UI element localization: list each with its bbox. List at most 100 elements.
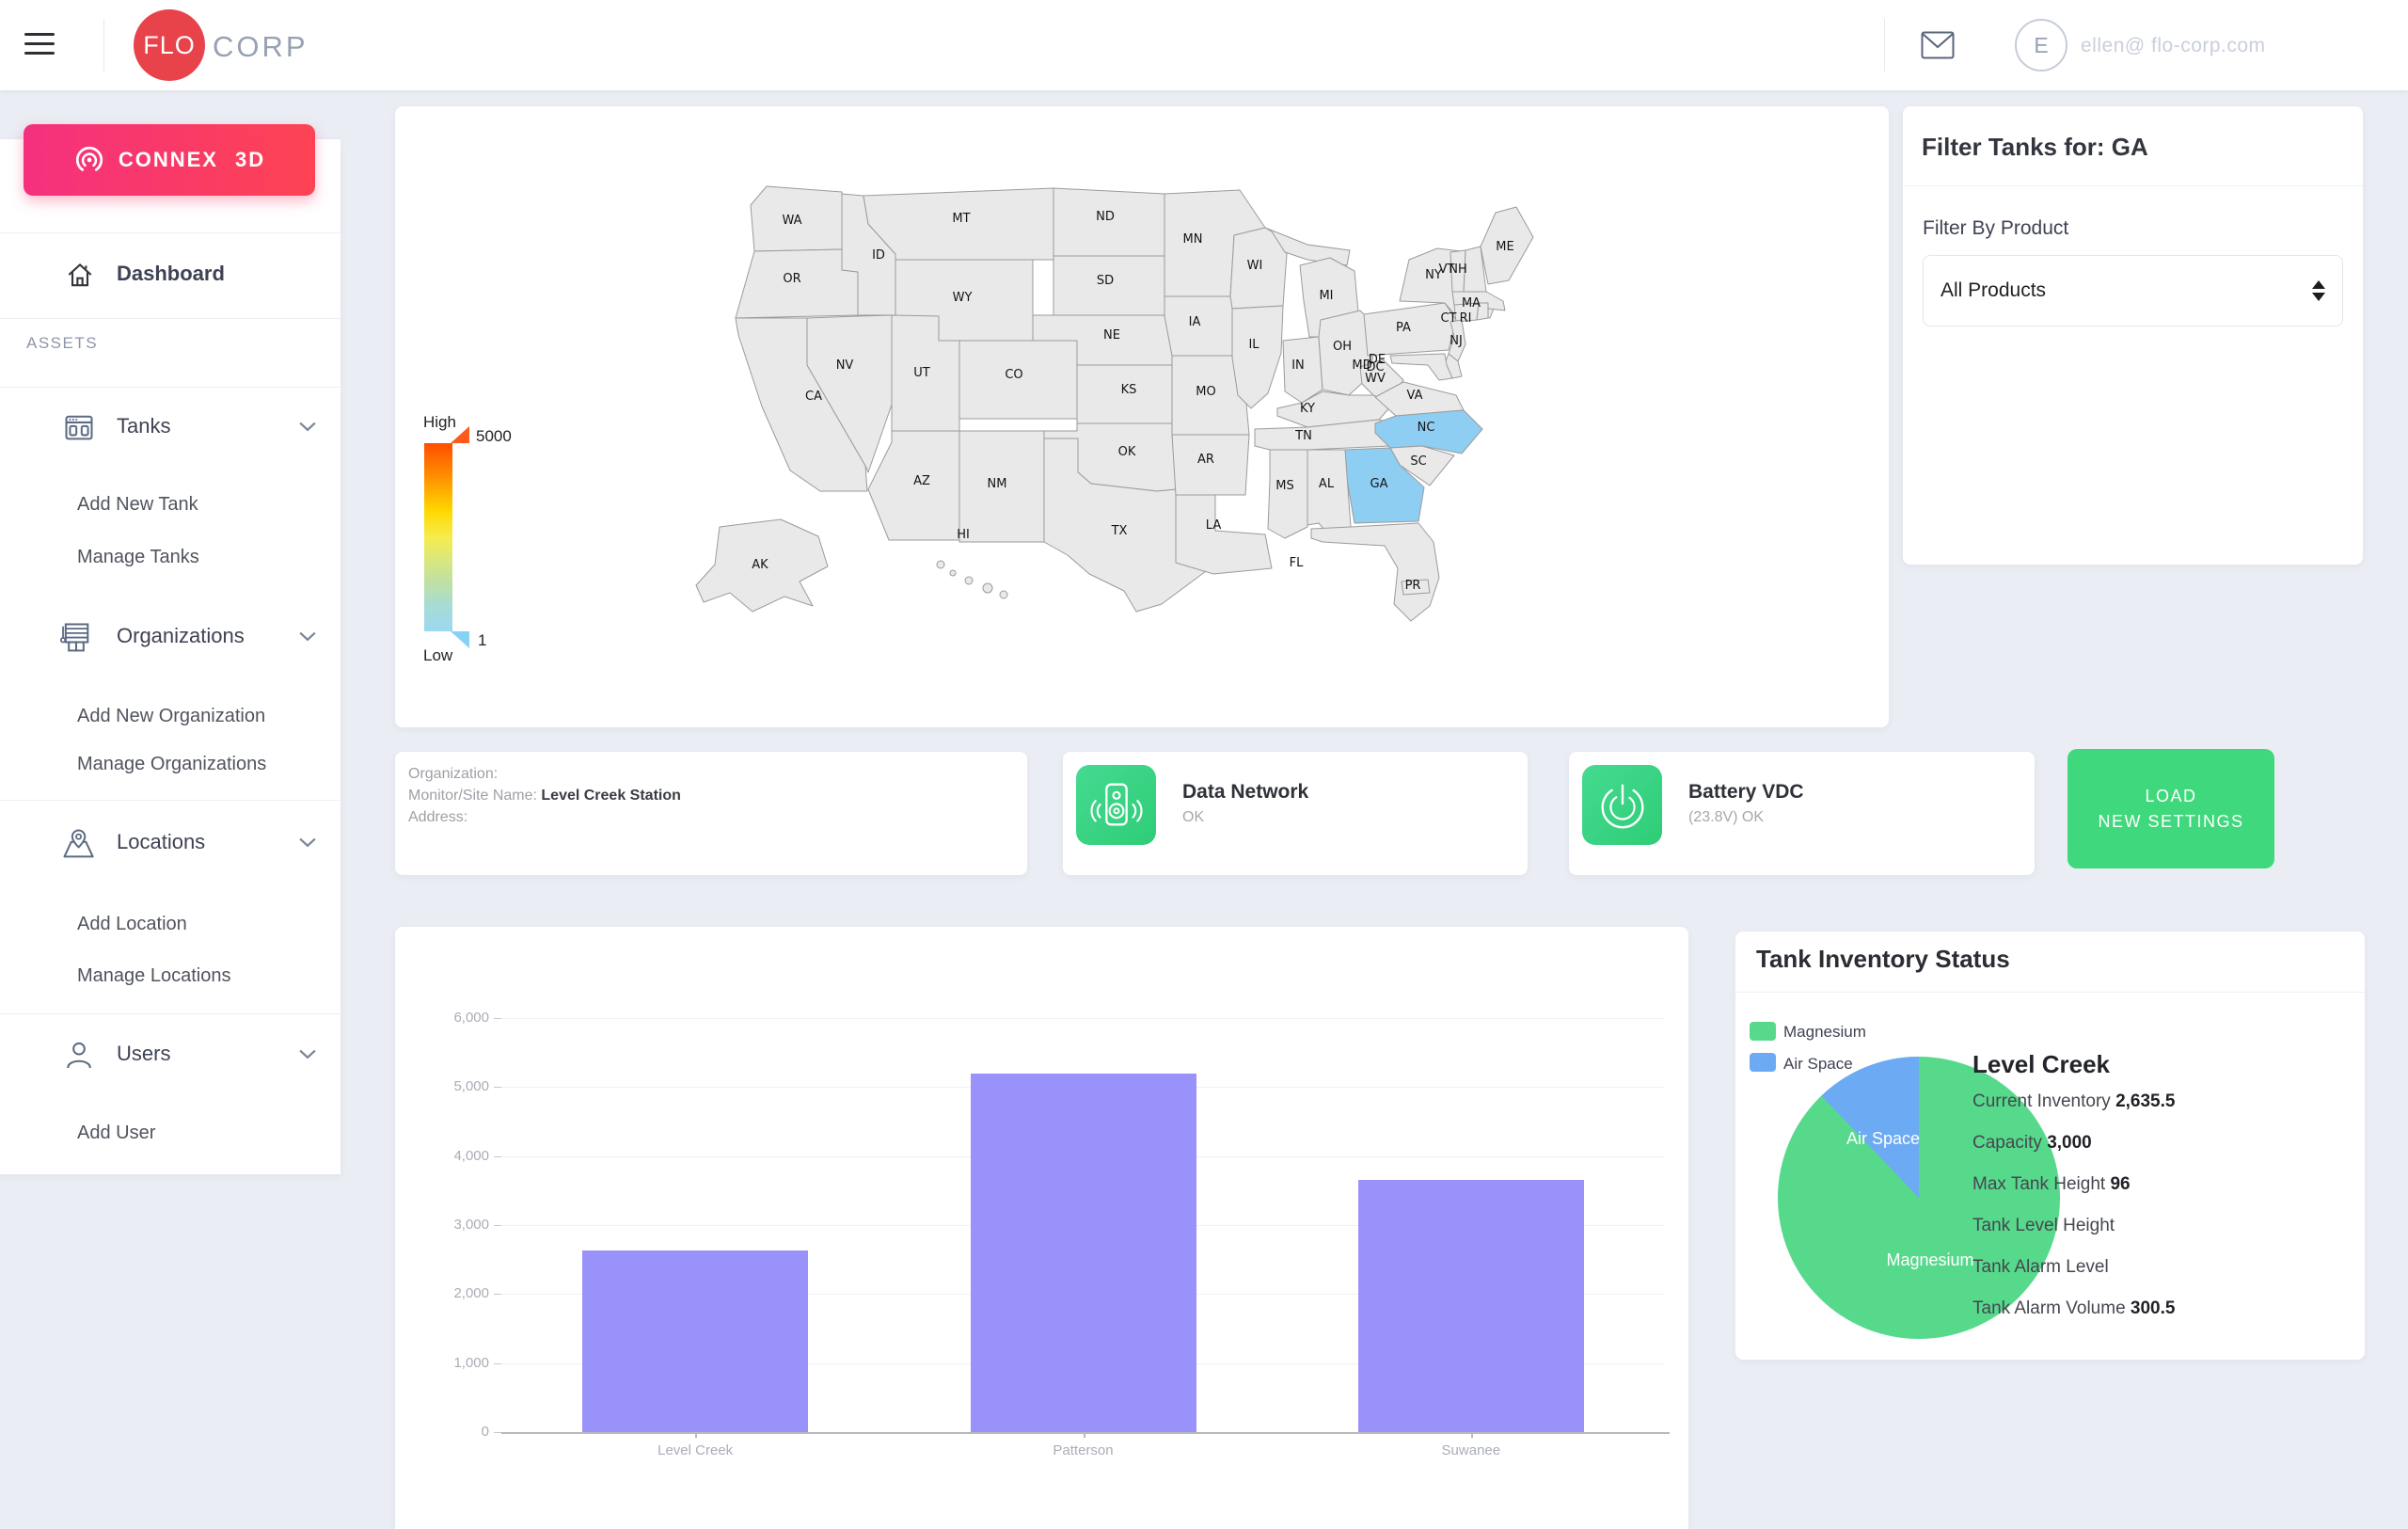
chevron-down-icon — [299, 422, 316, 432]
load-button-line1: LOAD — [2145, 786, 2197, 805]
state-HI[interactable] — [949, 569, 957, 577]
sidebar-item-organizations[interactable]: Organizations — [0, 609, 341, 667]
sidebar-item-users[interactable]: Users — [0, 1027, 341, 1085]
hamburger-menu-icon[interactable] — [24, 33, 55, 61]
y-tick-label: 4,000 — [453, 1147, 489, 1164]
sidebar-item-add-location[interactable]: Add Location — [77, 914, 187, 934]
state-AL[interactable] — [1307, 449, 1352, 535]
flo-corp-logo[interactable]: FLO — [134, 9, 205, 81]
state-RI[interactable] — [1476, 302, 1489, 321]
sidebar-item-add-new-tank[interactable]: Add New Tank — [77, 494, 198, 515]
detail-row: Tank Level Height — [1972, 1216, 2115, 1235]
tank-pie-chart[interactable]: Magnesium Air Space — [1778, 1057, 2060, 1339]
user-email[interactable]: ellen@ flo-corp.com — [2081, 35, 2266, 56]
state-IN[interactable] — [1282, 336, 1323, 404]
legend-label-magnesium: Magnesium — [1783, 1023, 1866, 1041]
detail-row: Max Tank Height 96 — [1972, 1174, 2131, 1194]
chevron-down-icon — [299, 1049, 316, 1059]
y-tick-label: 1,000 — [453, 1354, 489, 1371]
state-ND[interactable] — [1053, 187, 1165, 257]
state-MS[interactable] — [1267, 449, 1308, 539]
y-tick-mark — [494, 1155, 501, 1157]
legend-swatch-air-space — [1750, 1053, 1776, 1072]
state-NC[interactable] — [1374, 409, 1483, 454]
state-MD[interactable] — [1389, 353, 1453, 381]
sidebar-item-manage-tanks[interactable]: Manage Tanks — [77, 547, 199, 567]
state-PA[interactable] — [1363, 302, 1457, 357]
pie-label-magnesium: Magnesium — [1886, 1250, 1973, 1269]
tank-inventory-title: Tank Inventory Status — [1756, 945, 2010, 973]
product-select[interactable]: All Products — [1923, 255, 2343, 327]
state-label-FL: FL — [1290, 556, 1304, 570]
state-IA[interactable] — [1164, 295, 1241, 357]
state-SD[interactable] — [1053, 255, 1169, 316]
state-MT[interactable] — [863, 187, 1054, 261]
bar-chart: 0 1,000 2,000 3,000 4,000 5,000 6,000 Level Cre… — [395, 927, 1688, 1529]
sidebar-item-add-new-organization[interactable]: Add New Organization — [77, 706, 266, 726]
state-FL[interactable] — [1310, 522, 1440, 622]
map-legend-high-label: High — [423, 413, 456, 431]
state-AZ[interactable] — [867, 430, 960, 541]
state-CO[interactable] — [958, 340, 1078, 420]
mail-icon[interactable] — [1921, 31, 1955, 59]
data-network-card: Data Network OK — [1063, 752, 1528, 875]
data-network-status: OK — [1182, 809, 1205, 825]
state-LA[interactable] — [1175, 494, 1273, 575]
state-HI[interactable] — [936, 560, 945, 569]
tank-name: Level Creek — [1972, 1050, 2110, 1078]
state-AR[interactable] — [1171, 434, 1250, 496]
state-NV[interactable] — [806, 314, 893, 473]
pie-slice-air-space[interactable] — [1821, 1057, 1919, 1198]
map-legend-gradient-bar — [424, 443, 452, 631]
users-icon — [67, 1042, 91, 1069]
sidebar-item-dashboard[interactable]: Dashboard — [0, 232, 341, 318]
organization-label: Organization: — [408, 766, 499, 782]
y-tick-label: 6,000 — [453, 1010, 489, 1026]
legend-label-air-space: Air Space — [1783, 1055, 1853, 1073]
map-legend-min-value: 1 — [478, 631, 487, 649]
map-legend-high-arrow-icon — [451, 426, 469, 443]
battery-vdc-card: Battery VDC (23.8V) OK — [1569, 752, 2035, 875]
y-tick-label: 2,000 — [453, 1285, 489, 1302]
state-AK[interactable] — [695, 518, 829, 613]
filter-by-product-label: Filter By Product — [1923, 217, 2069, 239]
address-label: Address: — [408, 809, 468, 825]
sidebar-item-locations[interactable]: Locations — [0, 815, 341, 873]
connex-3d-button[interactable]: CONNEX 3D — [24, 124, 315, 196]
state-HI[interactable] — [999, 590, 1008, 599]
select-arrows-icon — [2312, 280, 2325, 301]
state-ME[interactable] — [1480, 206, 1534, 285]
avatar[interactable]: E — [2015, 19, 2067, 72]
y-tick-mark — [494, 1294, 501, 1296]
filter-panel: Filter Tanks for: GA Filter By Product A… — [1903, 106, 2363, 565]
state-HI[interactable] — [964, 576, 974, 585]
load-new-settings-button[interactable]: LOAD NEW SETTINGS — [2067, 749, 2274, 868]
state-NM[interactable] — [958, 430, 1045, 543]
state-VT[interactable] — [1450, 249, 1466, 295]
sidebar-item-add-user[interactable]: Add User — [77, 1123, 156, 1143]
state-HI[interactable] — [982, 582, 993, 594]
bar-patterson[interactable] — [970, 1073, 1196, 1432]
bar-level-creek[interactable] — [582, 1250, 809, 1432]
state-PR[interactable] — [1401, 579, 1431, 596]
state-OR[interactable] — [735, 248, 859, 319]
sidebar-item-manage-organizations[interactable]: Manage Organizations — [77, 754, 267, 774]
bar-suwanee[interactable] — [1357, 1180, 1584, 1432]
data-network-icon — [1076, 765, 1156, 845]
state-IL[interactable] — [1231, 305, 1284, 409]
organizations-icon — [59, 623, 89, 652]
state-VA[interactable] — [1374, 381, 1465, 417]
legend-swatch-magnesium — [1750, 1022, 1776, 1041]
load-button-line2: NEW SETTINGS — [2098, 811, 2244, 831]
state-CT[interactable] — [1453, 302, 1480, 323]
sidebar-item-tanks[interactable]: Tanks — [0, 399, 341, 457]
header: FLO CORP E ellen@ flo-corp.com — [0, 0, 2408, 90]
inventory-bar-chart-card: 0 1,000 2,000 3,000 4,000 5,000 6,000 Level Cre… — [395, 927, 1688, 1529]
gridline — [501, 1018, 1665, 1019]
state-WA[interactable] — [750, 185, 843, 252]
chevron-down-icon — [299, 631, 316, 642]
y-tick-mark — [494, 1018, 501, 1019]
sidebar-item-manage-locations[interactable]: Manage Locations — [77, 965, 231, 986]
